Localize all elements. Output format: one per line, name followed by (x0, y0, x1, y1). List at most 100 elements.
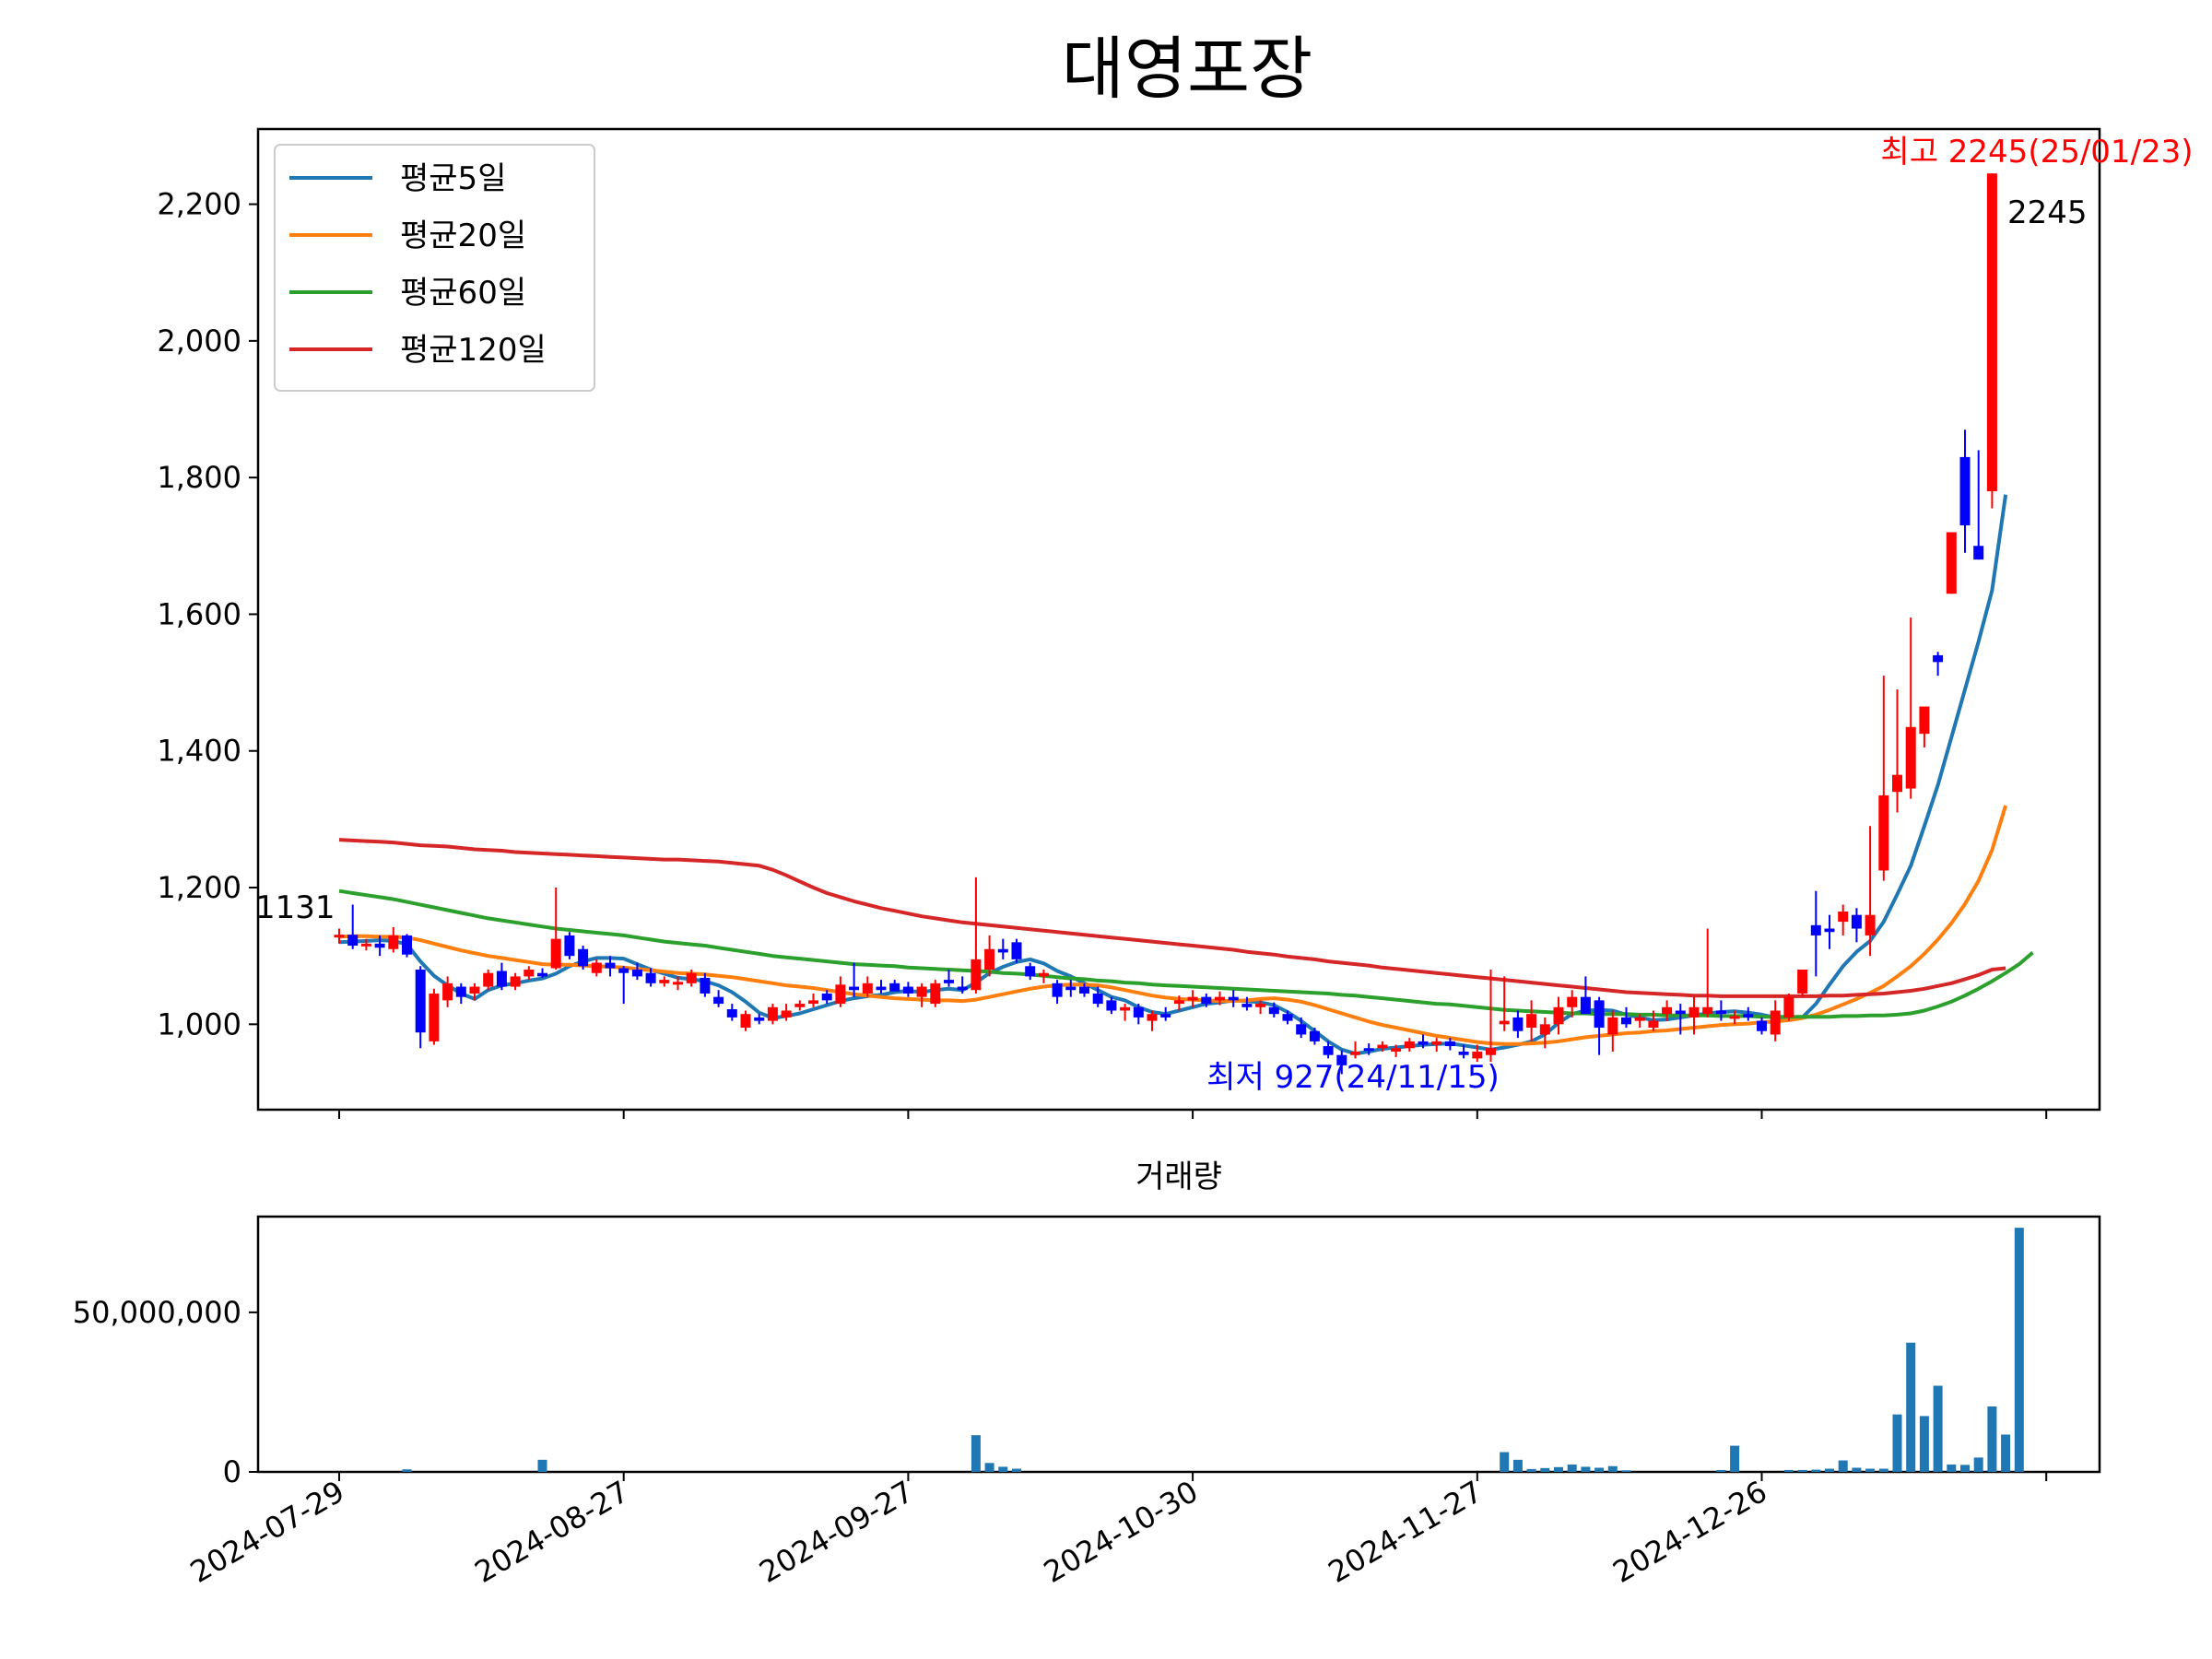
candle (1160, 1006, 1171, 1021)
candle (740, 1010, 751, 1031)
candle (564, 932, 575, 959)
candle-body (442, 982, 453, 1001)
price-panel: 1,000 1,200 1,400 1,600 1,800 2,000 2,200 1131… (157, 127, 2194, 1119)
candle-body (1404, 1041, 1415, 1049)
candle-body (578, 948, 589, 967)
volume-bar (1512, 1459, 1523, 1472)
candle (1431, 1038, 1442, 1052)
candle-body (1810, 924, 1821, 935)
candle-body (1743, 1014, 1754, 1018)
candle (1892, 689, 1902, 813)
candle (1282, 1010, 1293, 1025)
legend-label: 평균60일 (400, 275, 526, 312)
volume-bar (2014, 1228, 2024, 1472)
candle (618, 966, 629, 1005)
price-y-tick-label: 1,800 (157, 460, 241, 495)
candle (1986, 173, 1997, 509)
candle-body (740, 1014, 751, 1029)
volume-bar (1852, 1467, 1862, 1472)
candle-body (1824, 928, 1835, 933)
candle-body (645, 972, 656, 983)
candle-body (1120, 1006, 1131, 1011)
candle (510, 972, 521, 991)
candle-body (1757, 1020, 1767, 1031)
volume-bar (537, 1459, 547, 1472)
candle-body (402, 935, 412, 955)
candle (1363, 1043, 1374, 1055)
candle-body (916, 986, 927, 997)
candle-body (1526, 1014, 1537, 1029)
volume-bar (1865, 1468, 1876, 1472)
price-panel-frame (256, 127, 2101, 1112)
candle-body (1580, 996, 1591, 1015)
candle-body (997, 948, 1008, 953)
date-x-tick-label: 2024-09-27 (753, 1474, 919, 1590)
candle (1946, 532, 1957, 594)
candle (1106, 996, 1117, 1015)
volume-bar (1012, 1468, 1021, 1472)
date-x-tick-label: 2024-10-30 (1038, 1474, 1204, 1590)
candle (876, 980, 887, 994)
price-y-tick-label: 1,200 (157, 870, 241, 905)
candle (1526, 1000, 1537, 1041)
candle (1268, 1002, 1279, 1018)
candle-body (1688, 1006, 1700, 1018)
candle (1702, 928, 1713, 1018)
candle-body (700, 977, 711, 994)
ma-line-평균5일 (338, 494, 2008, 1056)
candle (1377, 1041, 1388, 1052)
volume-bar (1567, 1465, 1577, 1472)
candle-body (1892, 774, 1902, 793)
candle (713, 990, 724, 1007)
volume-bar (1500, 1452, 1510, 1472)
volume-bar (1906, 1342, 1916, 1472)
candle-body (1336, 1054, 1347, 1065)
candle (1539, 1017, 1550, 1049)
candle-body (537, 972, 547, 977)
candle (374, 935, 385, 957)
candle-body (388, 935, 399, 949)
candle-body (1011, 942, 1022, 959)
candle (1079, 982, 1089, 997)
candle-body (849, 986, 860, 991)
candle (1973, 450, 1984, 560)
candle-body (1092, 993, 1103, 1005)
candle-body (1634, 1017, 1645, 1021)
volume-bar (1607, 1465, 1618, 1472)
candle-body (726, 1009, 737, 1018)
candle-body (1905, 726, 1916, 789)
candle (1797, 970, 1808, 997)
candle (1187, 990, 1198, 1007)
candle-body (686, 972, 697, 983)
candle (645, 968, 656, 987)
candle (659, 976, 670, 987)
candle-body (1268, 1006, 1279, 1015)
candle-body (1187, 996, 1198, 1001)
candle-body (510, 976, 521, 987)
candle (1553, 996, 1564, 1035)
candle-body (1323, 1046, 1334, 1055)
candle-body (659, 980, 670, 983)
price-x-ticks (338, 1110, 2048, 1119)
volume-bar (1892, 1414, 1902, 1472)
candle-body (1377, 1044, 1388, 1049)
legend-label: 평균120일 (400, 332, 547, 369)
volume-bar (1621, 1470, 1631, 1472)
volume-bar (971, 1435, 981, 1472)
candle-body (876, 986, 887, 991)
candle (1147, 1010, 1158, 1031)
candle (1472, 1044, 1483, 1063)
candle (1309, 1028, 1320, 1045)
chart-title: 대영포장 (1062, 29, 1312, 109)
candle (1215, 991, 1225, 1006)
volume-panel-title: 거래량 (1135, 1159, 1222, 1195)
candle (1418, 1034, 1429, 1049)
candle (930, 980, 941, 1007)
candle-body (984, 948, 995, 970)
candle (1715, 1000, 1726, 1021)
candle-body (1282, 1014, 1293, 1021)
candle-body (1675, 1010, 1686, 1015)
